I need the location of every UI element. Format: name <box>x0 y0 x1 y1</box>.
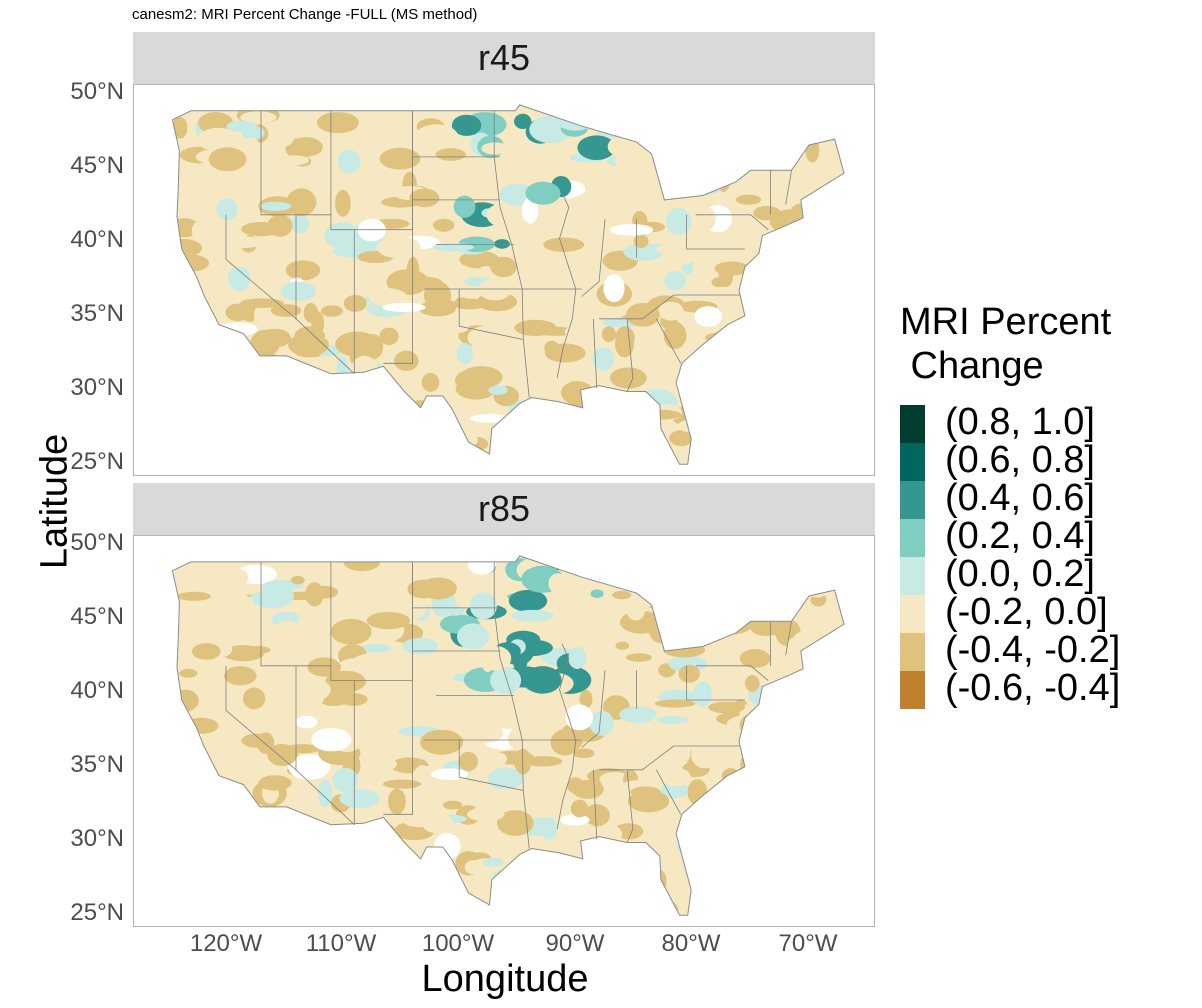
legend-swatch <box>900 595 925 633</box>
facet-strip-r45: r45 <box>133 32 875 84</box>
x-tick: 120°W <box>189 930 263 957</box>
state-border <box>458 289 524 340</box>
legend-label: (0.6, 0.8] <box>945 439 1095 481</box>
state-border <box>383 561 414 815</box>
state-border <box>695 665 769 681</box>
legend-label: (0.4, 0.6] <box>945 477 1095 519</box>
legend-swatch <box>900 633 925 671</box>
state-border <box>225 665 297 771</box>
state-border <box>592 769 598 840</box>
x-tick: 100°W <box>421 930 495 957</box>
y-tick: 25°N <box>70 899 124 926</box>
state-border <box>655 318 682 364</box>
y-tick: 35°N <box>70 751 124 778</box>
legend-label: (-0.4, -0.2] <box>945 629 1121 671</box>
y-tick: 25°N <box>70 448 124 475</box>
x-axis-title: Longitude <box>421 958 589 1000</box>
state-border <box>626 769 634 843</box>
state-border <box>458 740 524 791</box>
state-border <box>785 170 792 205</box>
y-tick: 45°N <box>70 152 124 179</box>
legend-label: (-0.6, -0.4] <box>945 667 1121 709</box>
y-tick: 30°N <box>70 374 124 401</box>
y-tick: 30°N <box>70 825 124 852</box>
state-border <box>225 214 297 320</box>
legend-title: MRI Percent Change <box>900 301 1112 387</box>
state-border <box>686 214 745 250</box>
country-border <box>171 555 845 916</box>
y-tick: 40°N <box>70 677 124 704</box>
legend-swatch <box>900 671 925 709</box>
state-border <box>260 561 331 667</box>
y-tick: 35°N <box>70 300 124 327</box>
state-border <box>383 110 414 364</box>
state-border <box>260 110 331 216</box>
state-border <box>581 670 606 748</box>
state-border <box>592 318 598 389</box>
y-axis-title: Latitude <box>33 433 76 570</box>
state-border <box>785 621 792 656</box>
x-tick: 110°W <box>305 930 377 957</box>
state-border <box>686 665 745 701</box>
legend-swatch <box>900 519 925 557</box>
legend-swatch <box>900 481 925 519</box>
y-tick: 45°N <box>70 603 124 630</box>
state-border <box>556 643 577 830</box>
state-border <box>655 769 682 815</box>
state-border <box>295 214 355 374</box>
x-tick: 90°W <box>545 930 605 957</box>
state-border <box>599 745 741 771</box>
figure-title: canesm2: MRI Percent Change -FULL (MS me… <box>132 6 478 23</box>
legend-label: (-0.2, 0.0] <box>945 591 1108 633</box>
legend-label: (0.8, 1.0] <box>945 401 1095 443</box>
country-border <box>171 104 845 465</box>
state-border <box>695 214 769 231</box>
state-border <box>626 318 634 392</box>
facet-strip-r85: r85 <box>133 483 875 535</box>
state-border <box>556 192 577 379</box>
legend-label: (0.0, 0.2] <box>945 553 1095 595</box>
state-border <box>599 294 741 320</box>
legend-swatch <box>900 443 925 481</box>
legend-label: (0.2, 0.4] <box>945 515 1095 557</box>
map-group <box>171 104 845 465</box>
state-border <box>581 219 606 297</box>
y-tick: 40°N <box>70 226 124 253</box>
map-group <box>171 555 845 916</box>
y-tick: 50°N <box>70 78 124 105</box>
x-tick: 80°W <box>661 930 721 957</box>
legend-swatch <box>900 405 925 443</box>
legend-swatch <box>900 557 925 595</box>
y-tick: 50°N <box>70 529 124 556</box>
x-tick: 70°W <box>778 930 838 957</box>
state-border <box>295 665 355 825</box>
